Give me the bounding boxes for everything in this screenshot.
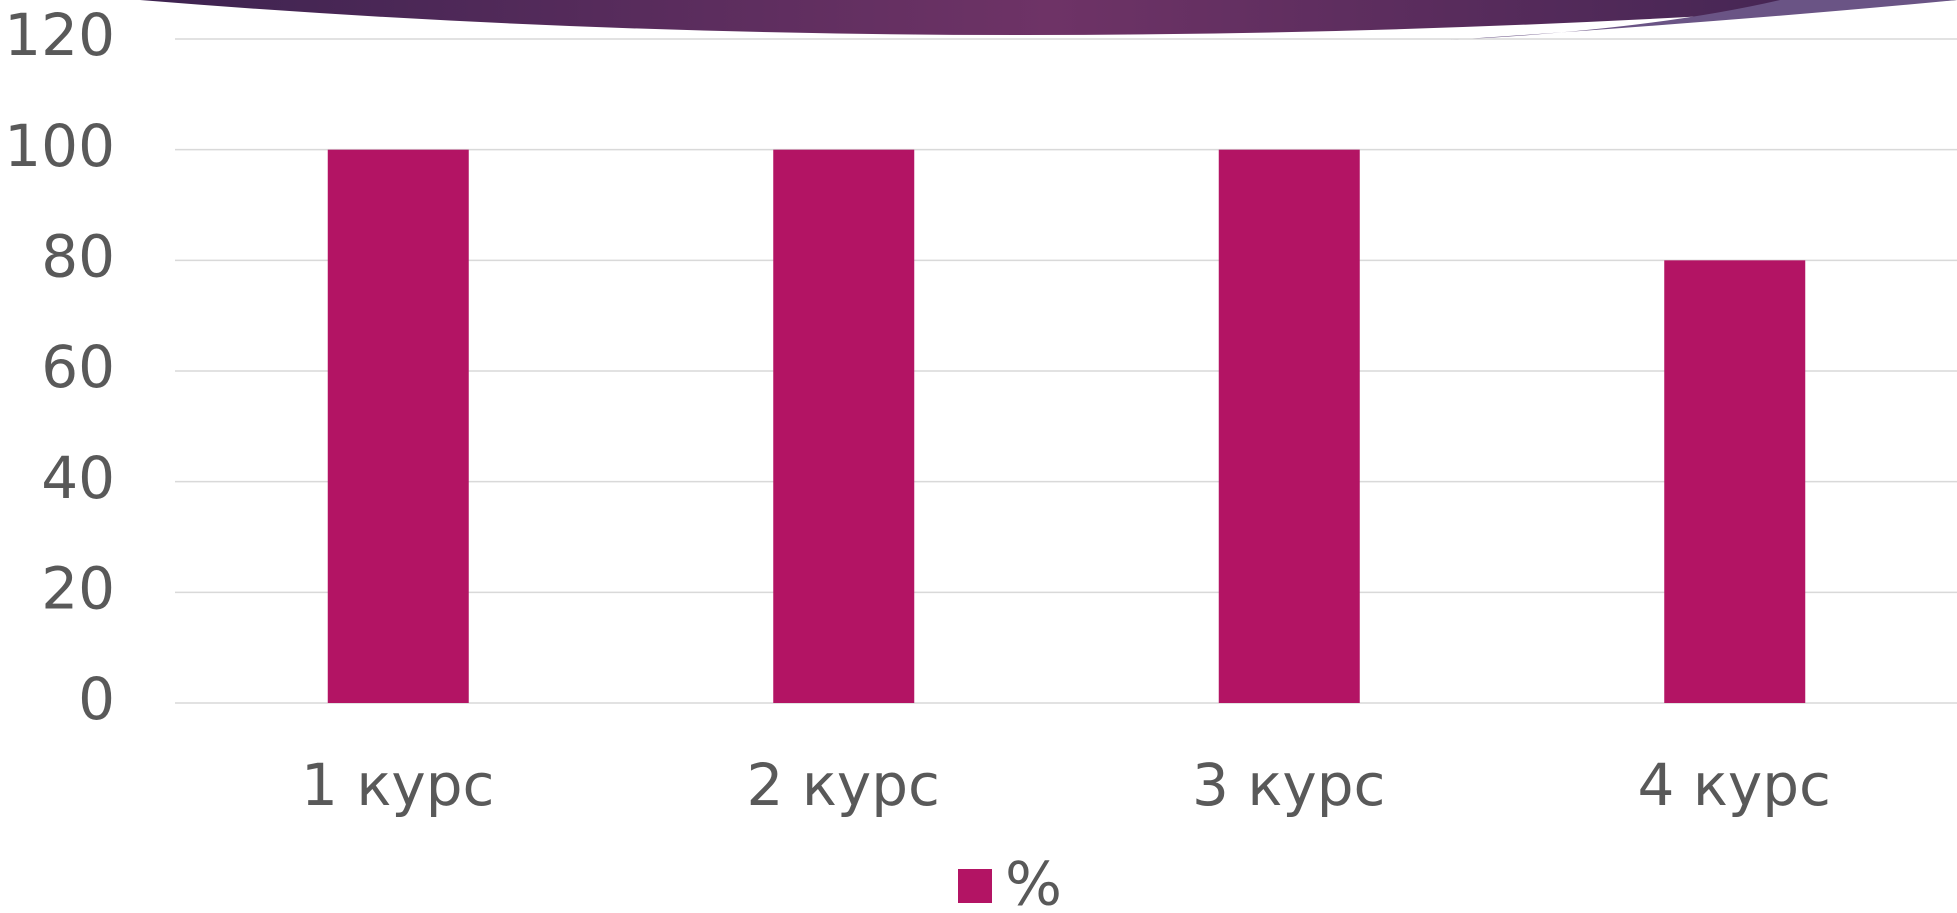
y-tick-label: 60 xyxy=(41,333,115,401)
y-tick-label: 20 xyxy=(41,554,115,622)
legend-label: % xyxy=(1005,850,1062,913)
y-tick-label: 0 xyxy=(78,665,115,733)
y-tick-label: 120 xyxy=(4,1,115,69)
bar xyxy=(327,149,469,703)
legend-swatch xyxy=(958,869,992,903)
y-tick-label: 100 xyxy=(4,112,115,180)
bar xyxy=(773,149,915,703)
bar xyxy=(1218,149,1360,703)
header-swoosh-accent xyxy=(1450,0,1957,40)
y-tick-label: 80 xyxy=(41,222,115,290)
x-tick-label: 2 курс xyxy=(747,751,940,819)
x-tick-label: 1 курс xyxy=(301,751,494,819)
x-tick-label: 3 курс xyxy=(1192,751,1385,819)
header-swoosh xyxy=(140,0,1957,35)
plot-area: 0 20 40 60 80 100 120 1 курс 2 курс 3 курс 4 курс% xyxy=(4,1,1957,913)
y-tick-label: 40 xyxy=(41,444,115,512)
bar xyxy=(1664,260,1806,703)
x-tick-label: 4 курс xyxy=(1638,751,1831,819)
